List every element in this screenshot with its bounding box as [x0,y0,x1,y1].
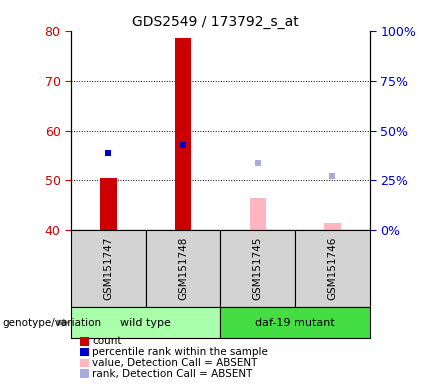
Text: genotype/variation: genotype/variation [2,318,101,328]
Text: count: count [92,336,122,346]
Bar [146,230,221,307]
Text: GDS2549 / 173792_s_at: GDS2549 / 173792_s_at [132,15,298,29]
Bar [71,230,146,307]
Text: GSM151746: GSM151746 [327,237,338,301]
Bar [220,230,295,307]
Bar [324,223,341,230]
Text: GSM151747: GSM151747 [103,237,114,301]
Text: daf-19 mutant: daf-19 mutant [255,318,335,328]
Bar [100,178,117,230]
Bar [175,38,191,230]
Bar [220,307,370,338]
Text: percentile rank within the sample: percentile rank within the sample [92,347,268,357]
Text: GSM151745: GSM151745 [253,237,263,301]
Text: wild type: wild type [120,318,171,328]
Text: value, Detection Call = ABSENT: value, Detection Call = ABSENT [92,358,258,368]
Bar [295,230,370,307]
Bar [71,307,220,338]
Text: GSM151748: GSM151748 [178,237,188,301]
Text: rank, Detection Call = ABSENT: rank, Detection Call = ABSENT [92,369,253,379]
Bar [249,198,266,230]
